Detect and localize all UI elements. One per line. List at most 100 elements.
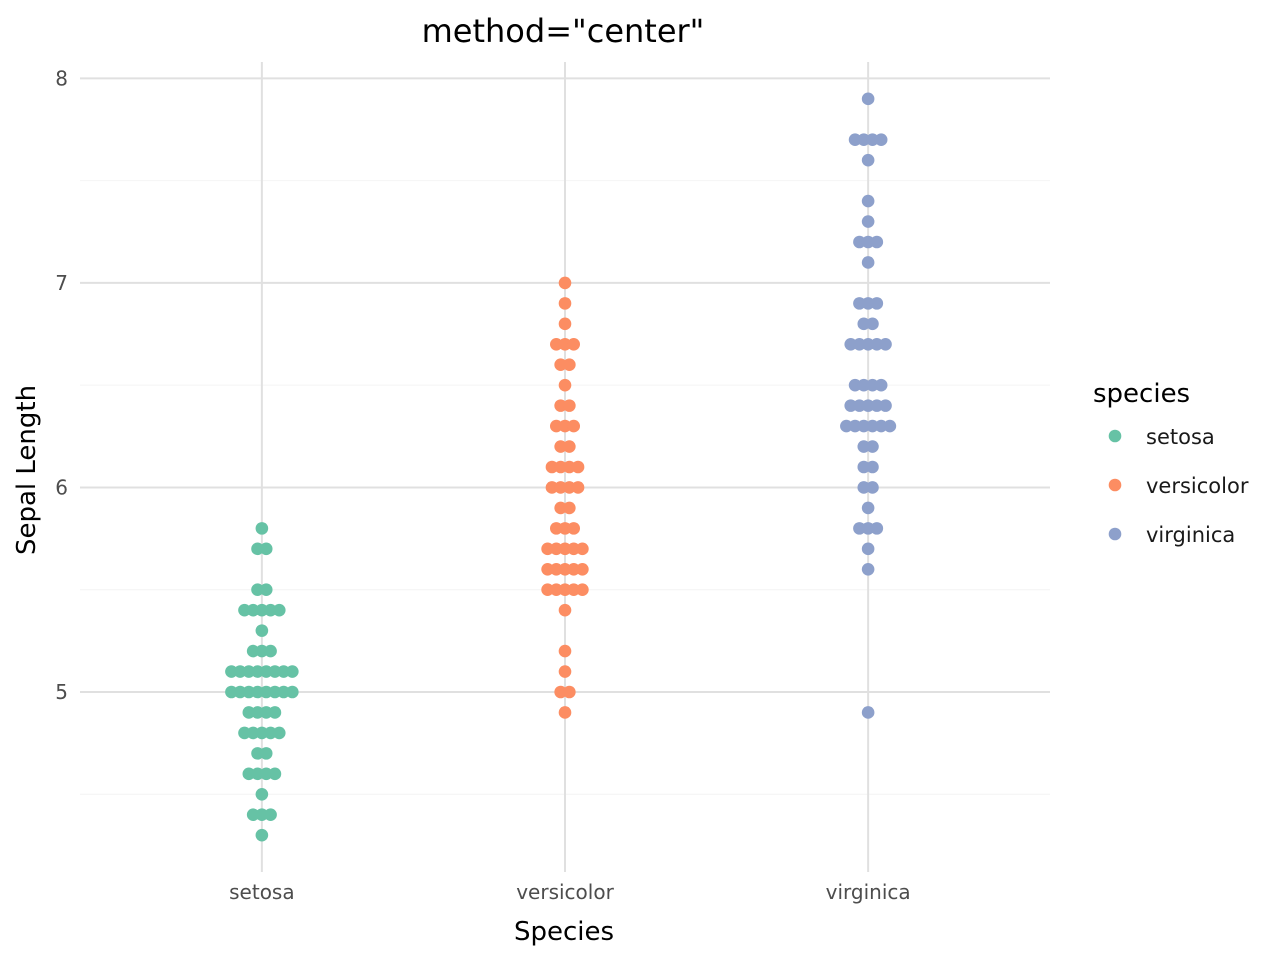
y-axis-label: Sepal Length <box>12 385 42 555</box>
data-point-setosa <box>255 624 269 637</box>
data-point-virginica <box>853 399 866 412</box>
data-point-virginica <box>857 419 871 433</box>
data-point-setosa <box>246 644 260 658</box>
data-point-virginica <box>866 460 879 474</box>
y-tick-label: 5 <box>55 680 68 704</box>
data-point-versicolor <box>554 358 567 372</box>
data-point-setosa <box>259 583 273 597</box>
data-point-virginica <box>844 337 858 351</box>
data-point-virginica <box>866 481 879 494</box>
data-point-virginica <box>870 235 884 249</box>
data-point-versicolor <box>558 603 572 617</box>
data-point-versicolor <box>567 542 580 556</box>
data-point-setosa <box>286 665 299 678</box>
data-point-virginica <box>861 542 875 556</box>
data-point-virginica <box>861 501 875 515</box>
data-point-virginica <box>861 562 875 576</box>
data-point-versicolor <box>541 542 554 556</box>
x-tick-label: setosa <box>229 880 294 904</box>
data-point-virginica <box>857 378 871 392</box>
data-point-virginica <box>870 337 884 351</box>
data-point-virginica <box>870 399 884 412</box>
data-point-virginica <box>861 297 875 310</box>
data-point-versicolor <box>576 542 589 556</box>
data-point-versicolor <box>541 562 554 576</box>
legend-title: species <box>1093 379 1190 409</box>
data-point-virginica <box>866 419 879 433</box>
data-point-setosa <box>251 665 264 678</box>
data-point-setosa <box>242 665 256 678</box>
data-point-virginica <box>866 378 879 392</box>
data-point-virginica <box>879 399 892 412</box>
data-point-versicolor <box>563 460 576 474</box>
data-point-versicolor <box>567 337 580 351</box>
data-point-versicolor <box>558 419 572 433</box>
data-point-versicolor <box>558 665 572 678</box>
data-point-virginica <box>866 317 879 331</box>
y-tick-label: 6 <box>55 475 68 499</box>
data-point-virginica <box>874 419 888 433</box>
data-point-versicolor <box>545 481 559 494</box>
data-point-virginica <box>883 419 897 433</box>
data-point-setosa <box>225 685 238 699</box>
data-point-virginica <box>840 419 853 433</box>
data-point-versicolor <box>558 378 572 392</box>
data-point-versicolor <box>571 481 585 494</box>
data-point-virginica <box>857 133 871 147</box>
data-point-setosa <box>238 726 251 740</box>
data-point-setosa <box>259 747 273 760</box>
data-point-versicolor <box>554 460 567 474</box>
data-point-versicolor <box>576 583 589 597</box>
data-point-virginica <box>853 235 866 249</box>
data-point-versicolor <box>558 317 572 331</box>
chart-title: method="center" <box>422 12 705 50</box>
data-point-versicolor <box>550 337 563 351</box>
data-point-versicolor <box>550 542 563 556</box>
data-point-virginica <box>844 399 858 412</box>
legend-label-versicolor: versicolor <box>1146 474 1249 498</box>
data-point-versicolor <box>541 583 554 597</box>
data-point-virginica <box>857 317 871 331</box>
data-point-setosa <box>277 665 290 678</box>
data-point-setosa <box>246 808 260 822</box>
data-point-versicolor <box>558 644 572 658</box>
data-point-versicolor <box>558 337 572 351</box>
data-point-virginica <box>861 92 875 106</box>
data-point-setosa <box>255 808 269 822</box>
legend-key-setosa <box>1108 429 1122 443</box>
data-point-setosa <box>242 767 256 781</box>
data-point-versicolor <box>545 460 559 474</box>
data-point-setosa <box>251 706 264 719</box>
data-point-versicolor <box>567 562 580 576</box>
data-point-virginica <box>853 337 866 351</box>
data-point-setosa <box>264 808 277 822</box>
data-point-setosa <box>233 665 247 678</box>
data-point-versicolor <box>567 522 580 535</box>
data-point-setosa <box>272 603 286 617</box>
data-point-setosa <box>242 706 256 719</box>
data-point-setosa <box>255 787 269 801</box>
data-point-versicolor <box>554 501 567 515</box>
data-point-versicolor <box>571 460 585 474</box>
data-point-versicolor <box>567 419 580 433</box>
data-point-setosa <box>251 685 264 699</box>
data-point-versicolor <box>563 685 576 699</box>
data-point-setosa <box>251 747 264 760</box>
data-point-virginica <box>861 194 875 208</box>
x-tick-label: virginica <box>826 880 911 904</box>
data-point-versicolor <box>558 706 572 719</box>
data-point-versicolor <box>563 358 576 372</box>
legend-key-virginica <box>1108 527 1122 541</box>
data-point-setosa <box>255 726 269 740</box>
data-point-virginica <box>874 133 888 147</box>
data-point-setosa <box>277 685 290 699</box>
data-point-virginica <box>874 378 888 392</box>
data-point-virginica <box>861 153 875 167</box>
data-point-versicolor <box>550 419 563 433</box>
legend: species setosa versicolor virginica <box>1093 379 1249 547</box>
data-point-setosa <box>268 665 282 678</box>
data-point-versicolor <box>563 501 576 515</box>
legend-label-virginica: virginica <box>1146 523 1235 547</box>
data-point-setosa <box>264 644 277 658</box>
